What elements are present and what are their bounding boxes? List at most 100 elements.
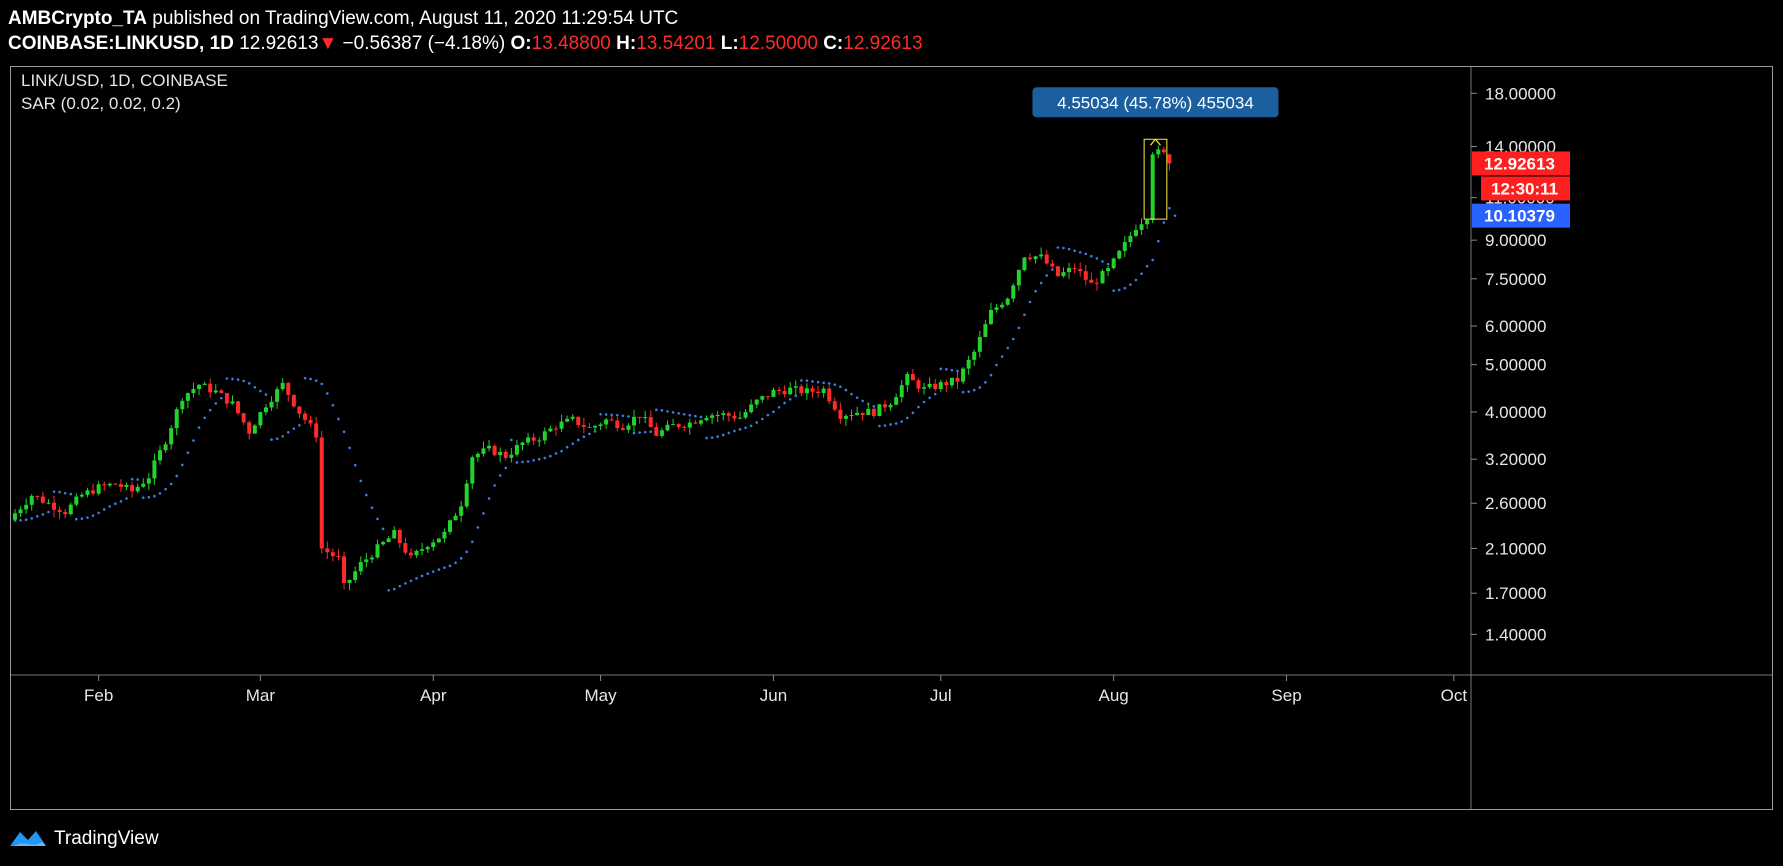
- sar-dot: [889, 423, 892, 426]
- candle-body: [922, 387, 927, 389]
- candle: [403, 537, 408, 556]
- open-value: 13.48800: [531, 33, 611, 54]
- candle: [570, 414, 575, 421]
- sar-dot: [136, 478, 139, 481]
- candle-body: [180, 400, 185, 410]
- candle-body: [648, 417, 653, 428]
- candle: [258, 411, 263, 429]
- candle: [1089, 272, 1094, 283]
- candle-body: [102, 484, 107, 486]
- candle-body: [593, 425, 597, 428]
- candle-body: [883, 404, 887, 408]
- sar-dot: [738, 428, 742, 431]
- sar-dot: [225, 377, 229, 380]
- candle-body: [63, 511, 68, 515]
- candle: [883, 400, 887, 412]
- candle: [514, 439, 519, 457]
- candle-body: [715, 414, 720, 416]
- candle-body: [777, 389, 782, 391]
- candle: [749, 399, 754, 414]
- candle-body: [1033, 256, 1038, 260]
- sar-dot: [437, 568, 441, 571]
- candle-body: [57, 509, 62, 512]
- indicator-label: SAR (0.02, 0.02, 0.2): [21, 94, 181, 113]
- symbol-info: COINBASE:LINKUSD, 1D 12.92613▼ −0.56387 …: [8, 33, 923, 55]
- price-tag-label: 12.92613: [1484, 154, 1555, 173]
- x-tick-label: Sep: [1271, 686, 1301, 705]
- sar-dot: [348, 446, 351, 450]
- sar-dot: [264, 393, 268, 396]
- tradingview-brand[interactable]: TradingView: [54, 828, 159, 849]
- candle-body: [1139, 224, 1144, 230]
- sar-dot: [36, 514, 39, 518]
- candle-body: [408, 552, 413, 556]
- sar-dot: [459, 557, 463, 560]
- candle-body: [526, 437, 531, 443]
- candle-body: [1055, 266, 1060, 277]
- chart-frame[interactable]: 18.0000014.0000011.000009.000007.500006.…: [10, 66, 1773, 810]
- candle: [219, 389, 224, 394]
- candle-body: [966, 359, 971, 369]
- candle-body: [1100, 271, 1105, 284]
- candle-body: [135, 486, 140, 492]
- candle-body: [18, 509, 23, 514]
- sar-dot: [554, 452, 558, 455]
- sar-dot: [811, 380, 814, 383]
- price-chart[interactable]: 18.0000014.0000011.000009.000007.500006.…: [11, 67, 1772, 809]
- candle-body: [208, 383, 213, 393]
- y-tick-label: 4.00000: [1485, 403, 1546, 422]
- candle-body: [252, 425, 257, 434]
- author-name[interactable]: AMBCrypto_TA: [8, 8, 147, 29]
- sar-dot: [247, 382, 251, 385]
- candle-body: [297, 406, 302, 414]
- tradingview-logo-icon[interactable]: [8, 826, 48, 852]
- sar-dot: [487, 497, 491, 500]
- low-value: 12.50000: [738, 33, 818, 54]
- sar-dot: [571, 442, 574, 446]
- sar-dot: [989, 373, 993, 377]
- sar-dot: [114, 502, 117, 505]
- candle: [910, 368, 915, 381]
- sar-dot: [1084, 252, 1088, 256]
- candle-body: [224, 393, 229, 404]
- candle-body: [587, 426, 592, 428]
- sar-dot: [649, 430, 653, 433]
- y-tick-label: 1.40000: [1485, 625, 1546, 644]
- candle: [927, 377, 932, 389]
- candle: [972, 349, 977, 366]
- sar-dot: [175, 474, 179, 478]
- candle: [74, 493, 79, 507]
- sar-dot: [431, 570, 435, 573]
- candle: [988, 302, 993, 325]
- candle: [152, 453, 157, 485]
- candle: [96, 480, 101, 496]
- candle-body: [687, 422, 692, 428]
- candle-body: [531, 437, 536, 441]
- sar-dot: [309, 377, 312, 381]
- candle: [191, 382, 196, 398]
- candle-body: [369, 557, 374, 560]
- sar-dot: [749, 424, 753, 428]
- candle: [899, 380, 904, 403]
- candle-body: [548, 428, 553, 432]
- candle: [704, 415, 709, 422]
- candle: [615, 416, 620, 432]
- candle: [213, 384, 218, 395]
- sar-dot: [80, 517, 84, 520]
- candle: [1055, 265, 1060, 278]
- candle-body: [732, 415, 737, 419]
- sar-dot: [443, 566, 446, 569]
- candle-body: [191, 389, 196, 394]
- sar-dot: [47, 510, 50, 514]
- candle-body: [91, 490, 96, 494]
- candle-body: [386, 538, 391, 543]
- sar-dot: [476, 526, 480, 529]
- sar-dot: [75, 517, 78, 521]
- candle-body: [693, 422, 698, 424]
- candle: [1000, 302, 1005, 310]
- sar-dot: [906, 416, 909, 420]
- candle-body: [35, 495, 40, 497]
- x-tick-label: Feb: [84, 686, 113, 705]
- candle: [665, 420, 670, 432]
- candle: [180, 398, 185, 414]
